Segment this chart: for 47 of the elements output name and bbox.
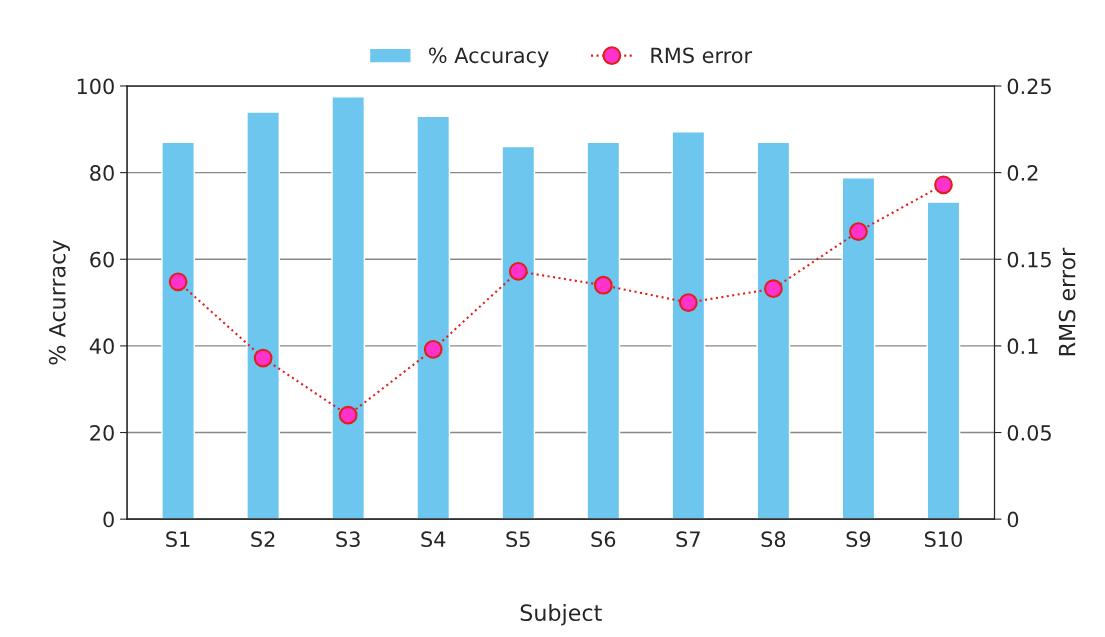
- y2-tick-label: 0: [1007, 511, 1019, 528]
- x-axis-title: Subject: [520, 603, 602, 626]
- point: [593, 275, 613, 295]
- x-tick-label: S4: [421, 531, 446, 548]
- y-tick-label: 40: [89, 338, 114, 355]
- bar: [501, 145, 536, 520]
- y2-tick-label: 0.1: [1007, 338, 1038, 355]
- y2-axis-title: RMS error: [1058, 247, 1076, 356]
- bar: [416, 115, 451, 520]
- point: [338, 405, 358, 425]
- y-tick-label: 20: [90, 424, 114, 441]
- x-tick-label: S6: [591, 531, 616, 548]
- y2-tick-label: 0.05: [1007, 424, 1051, 441]
- x-tick-label: S3: [336, 531, 360, 548]
- y2-tick-label: 0.25: [1007, 78, 1051, 95]
- point: [253, 348, 273, 368]
- point: [678, 293, 698, 312]
- point: [508, 262, 528, 281]
- bar: [586, 141, 621, 520]
- x-tick-label: S7: [676, 531, 700, 548]
- y-tick-label: 60: [90, 251, 114, 268]
- point: [168, 272, 188, 292]
- y-tick-label: 0: [103, 511, 114, 528]
- legend-label: % Accuracy: [428, 47, 549, 68]
- y-tick-label: 100: [77, 78, 114, 95]
- y2-tick-label: 0.15: [1007, 251, 1051, 268]
- point: [423, 339, 443, 359]
- point: [934, 175, 953, 195]
- point: [764, 279, 783, 299]
- bar: [161, 141, 195, 520]
- bar: [331, 96, 366, 520]
- y-tick-label: 80: [90, 165, 114, 181]
- point: [849, 222, 868, 241]
- x-tick-label: S2: [251, 531, 275, 548]
- y-axis-title: % Acurracy: [48, 240, 70, 365]
- bar: [756, 141, 791, 520]
- x-tick-label: S5: [506, 531, 530, 548]
- x-tick-label: S8: [761, 531, 786, 548]
- bar: [671, 131, 706, 520]
- legend-label: RMS error: [651, 47, 753, 64]
- y2-tick-label: 0.2: [1007, 165, 1038, 181]
- x-tick-label: S1: [166, 531, 190, 548]
- x-tick-label: S9: [846, 531, 871, 548]
- bar: [246, 111, 280, 520]
- bar: [926, 201, 961, 520]
- bar: [841, 177, 876, 520]
- x-tick-label: S10: [924, 531, 962, 548]
